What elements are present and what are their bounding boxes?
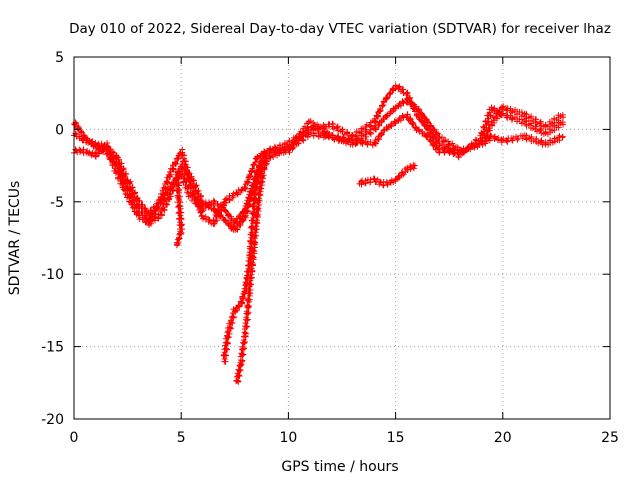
plot-frame [73, 56, 611, 420]
series-markers [233, 155, 270, 385]
grid [74, 57, 610, 419]
data-series [71, 82, 566, 385]
axis-ticks: 0 5 10 15 20 25 5 0 -5 -10 -15 -20 [41, 50, 619, 446]
series-markers [356, 162, 418, 189]
x-axis-label: GPS time / hours [281, 459, 398, 475]
series-markers [71, 96, 566, 233]
series-drop-c [233, 155, 270, 385]
y-tick-label: 5 [55, 50, 64, 66]
y-tick-label: -15 [41, 340, 64, 356]
chart-title: Day 010 of 2022, Sidereal Day-to-day VTE… [69, 21, 611, 37]
series-track-a [71, 82, 566, 227]
y-axis-label: SDTVAR / TECUs [7, 181, 23, 296]
x-tick-label: 20 [494, 430, 512, 446]
x-tick-label: 0 [70, 430, 79, 446]
series-segment-d [356, 162, 418, 189]
series-markers [173, 168, 186, 249]
x-tick-label: 5 [177, 430, 186, 446]
x-tick-label: 25 [601, 430, 619, 446]
y-tick-label: -20 [41, 412, 64, 428]
y-tick-label: -10 [41, 267, 64, 283]
x-tick-label: 15 [387, 430, 405, 446]
x-tick-label: 10 [279, 430, 297, 446]
y-tick-label: 0 [55, 122, 64, 138]
series-drop-a [173, 168, 186, 249]
series-track-b [71, 96, 566, 233]
y-tick-label: -5 [50, 195, 64, 211]
series-markers [71, 82, 566, 227]
